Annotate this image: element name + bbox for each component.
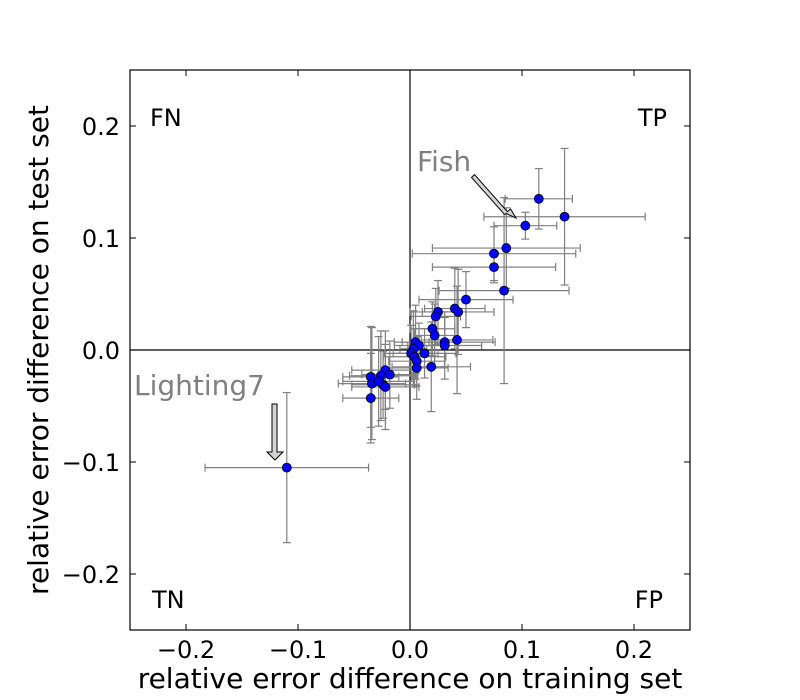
quadrant-label-fp: FP — [635, 586, 663, 614]
data-point — [426, 361, 437, 372]
y-tick-label: −0.2 — [62, 561, 120, 589]
data-point — [533, 193, 544, 204]
data-point — [365, 393, 376, 404]
annotation-lighting7-arrow — [265, 403, 285, 461]
data-point — [520, 220, 531, 231]
data-point — [453, 307, 464, 317]
data-point — [419, 348, 430, 359]
y-axis-label: relative error difference on test set — [22, 105, 55, 595]
x-tick-label: 0.1 — [503, 636, 541, 664]
data-point — [429, 330, 440, 341]
quadrant-label-tp: TP — [637, 104, 667, 132]
annotation-fish-label: Fish — [417, 145, 471, 178]
y-tick-label: 0.2 — [82, 113, 120, 141]
x-ticks: −0.2 −0.1 0.0 0.1 0.2 — [157, 70, 653, 664]
y-ticks: 0.2 0.1 0.0 −0.1 −0.2 — [62, 113, 690, 589]
quadrant-label-fn: FN — [150, 104, 182, 132]
data-point — [559, 211, 570, 222]
annotation-lighting7-label: Lighting7 — [134, 369, 265, 402]
data-point — [384, 369, 395, 380]
y-tick-label: 0.1 — [82, 225, 120, 253]
data-point — [430, 311, 441, 322]
data-point — [452, 335, 462, 345]
data-point — [489, 248, 499, 259]
annotation-fish-arrow — [470, 173, 518, 220]
data-point — [373, 376, 384, 387]
x-tick-label: −0.2 — [157, 636, 215, 664]
data-point — [499, 285, 509, 296]
x-axis-label: relative error difference on training se… — [138, 662, 683, 695]
y-tick-label: 0.0 — [82, 337, 120, 365]
x-tick-label: 0.2 — [615, 636, 653, 664]
x-tick-label: 0.0 — [391, 636, 429, 664]
y-tick-label: −0.1 — [62, 449, 120, 477]
data-point — [380, 382, 391, 392]
data-point — [461, 294, 471, 305]
data-point — [489, 262, 499, 273]
data-point — [439, 340, 450, 351]
data-point — [501, 243, 512, 253]
quadrant-label-tn: TN — [151, 586, 185, 614]
data-points — [281, 193, 570, 473]
data-point — [281, 462, 292, 473]
data-point — [411, 363, 422, 373]
x-tick-label: −0.1 — [269, 636, 327, 664]
